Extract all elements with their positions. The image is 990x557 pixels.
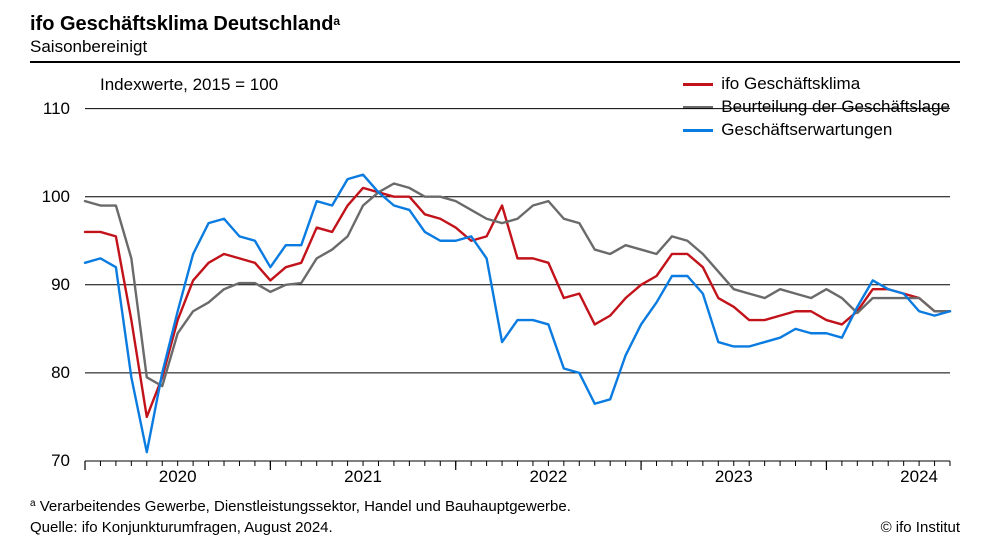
line-chart-svg	[30, 71, 960, 491]
x-tick-label: 2022	[529, 467, 567, 487]
x-tick-label: 2021	[344, 467, 382, 487]
x-tick-label: 2024	[900, 467, 938, 487]
chart-title: ifo Geschäftsklima Deutschlanda	[30, 12, 960, 37]
footnote-text: Verarbeitendes Gewerbe, Dienstleistungss…	[36, 498, 571, 515]
chart-subtitle: Saisonbereinigt	[30, 37, 960, 57]
y-tick-label: 80	[36, 363, 70, 383]
footnote: a Verarbeitendes Gewerbe, Dienstleistung…	[30, 497, 960, 517]
footnote-marker: a	[30, 498, 36, 509]
y-tick-label: 100	[36, 187, 70, 207]
chart-card: ifo Geschäftsklima Deutschlanda Saisonbe…	[0, 0, 990, 557]
source-row: Quelle: ifo Konjunkturumfragen, August 2…	[30, 519, 960, 536]
source-text: Quelle: ifo Konjunkturumfragen, August 2…	[30, 519, 333, 536]
x-tick-label: 2023	[715, 467, 753, 487]
chart-area: Indexwerte, 2015 = 100 ifo Geschäftsklim…	[30, 71, 960, 491]
title-footnote-marker: a	[333, 14, 340, 28]
y-tick-label: 70	[36, 451, 70, 471]
title-text: ifo Geschäftsklima Deutschland	[30, 13, 333, 35]
y-tick-label: 110	[36, 99, 70, 119]
x-tick-label: 2020	[159, 467, 197, 487]
divider-top	[30, 61, 960, 63]
y-tick-label: 90	[36, 275, 70, 295]
copyright-text: © ifo Institut	[881, 519, 960, 536]
